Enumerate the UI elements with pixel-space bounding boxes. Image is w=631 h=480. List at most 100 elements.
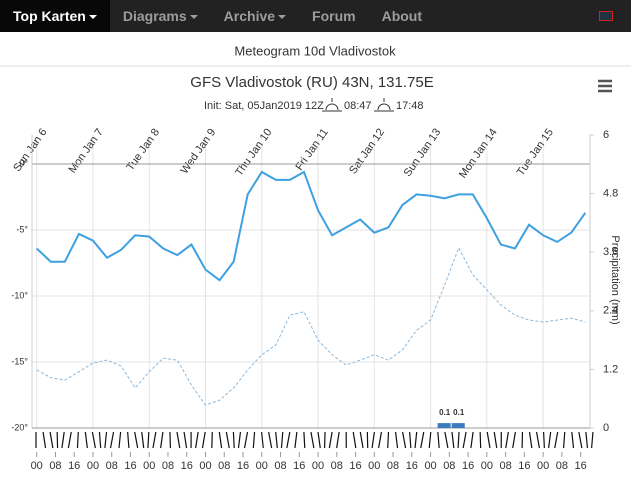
x-tick-label: 16: [574, 460, 586, 472]
day-label: Thu Jan 10: [233, 127, 274, 179]
wind-barb: [414, 431, 418, 449]
wind-barb: [252, 431, 256, 449]
nav-item[interactable]: About: [381, 8, 423, 24]
wind-barb: [61, 431, 65, 449]
x-tick-label: 08: [387, 460, 399, 472]
x-tick-label: 08: [499, 460, 511, 472]
y2-tick-label: 6: [603, 129, 609, 141]
wind-barb: [420, 431, 425, 449]
wind-barb: [505, 431, 509, 449]
x-tick-label: 00: [424, 460, 436, 472]
wind-barb: [67, 431, 72, 449]
wind-barb: [268, 431, 273, 449]
wind-barb: [310, 431, 315, 449]
wind-barb: [535, 431, 540, 449]
wind-barb: [578, 431, 583, 449]
x-tick-label: 00: [31, 460, 43, 472]
nav-item[interactable]: Diagrams: [110, 0, 211, 32]
wind-barb: [49, 431, 54, 449]
x-tick-label: 00: [199, 460, 211, 472]
data-label: 0.1: [453, 408, 465, 417]
y-tick-label: 0°: [19, 158, 28, 168]
x-tick-label: 00: [87, 460, 99, 472]
y2-tick-label: 1.2: [603, 363, 618, 375]
wind-barb: [218, 431, 223, 449]
wind-barb: [134, 431, 139, 449]
x-tick-label: 16: [349, 460, 361, 472]
wind-barb: [591, 431, 594, 449]
wind-barb: [444, 431, 449, 449]
page-title: Meteogram 10d Vladivostok: [234, 43, 396, 58]
x-tick-label: 16: [68, 460, 80, 472]
x-tick-label: 00: [537, 460, 549, 472]
chart-subtitle: Init: Sat, 05Jan2019 12Z: [204, 100, 324, 112]
y2-tick-label: 4.8: [603, 188, 618, 200]
wind-barb: [183, 431, 188, 449]
day-label: Tue Jan 8: [124, 127, 162, 174]
chart-title: GFS Vladivostok (RU) 43N, 131.75E: [190, 74, 433, 91]
wind-barb: [428, 431, 432, 449]
wind-barb: [377, 431, 383, 449]
day-label: Tue Jan 15: [515, 127, 556, 179]
wind-barb: [328, 431, 333, 449]
wind-barb: [160, 431, 164, 449]
nav-item[interactable]: Archive: [211, 0, 299, 32]
day-label: Mon Jan 7: [66, 127, 105, 176]
wind-barb: [243, 431, 249, 449]
wind-barb: [152, 431, 157, 449]
x-tick-label: 16: [124, 460, 136, 472]
wind-barb: [201, 431, 206, 449]
nav-item[interactable]: Forum: [312, 8, 356, 24]
wind-barb: [387, 431, 390, 449]
wind-barb: [294, 431, 298, 449]
wind-barb: [512, 431, 516, 449]
day-label: Sat Jan 12: [347, 127, 387, 177]
sunset-time: 17:48: [396, 100, 424, 112]
wind-barb: [359, 431, 364, 449]
wind-barb: [232, 431, 235, 449]
wind-barb: [554, 431, 559, 449]
menu-button[interactable]: [598, 79, 612, 93]
wind-barb: [275, 431, 278, 449]
x-tick-label: 08: [556, 460, 568, 472]
wind-barb: [109, 431, 115, 449]
language-flag[interactable]: [599, 11, 613, 21]
y-tick-label: -20°: [11, 422, 28, 432]
x-tick-label: 00: [481, 460, 493, 472]
wind-barb: [91, 431, 96, 449]
x-tick-label: 08: [443, 460, 455, 472]
x-tick-label: 08: [106, 460, 118, 472]
wind-barb: [548, 431, 552, 449]
wind-barb: [479, 431, 482, 449]
wind-barb: [493, 431, 498, 449]
wind-barb: [371, 431, 375, 449]
wind-barb: [225, 431, 230, 449]
x-tick-label: 16: [462, 460, 474, 472]
x-tick-label: 08: [331, 460, 343, 472]
wind-barb: [237, 431, 242, 449]
day-label: Sun Jan 13: [402, 127, 444, 179]
nav-item[interactable]: Top Karten: [0, 0, 110, 32]
wind-barb: [486, 431, 491, 449]
sunset-icon: [374, 98, 394, 112]
x-tick-label: 16: [293, 460, 305, 472]
wind-barb: [303, 431, 306, 449]
x-tick-label: 00: [368, 460, 380, 472]
wind-barb: [317, 431, 321, 449]
y-tick-label: -5°: [16, 224, 28, 234]
precip-bar: [451, 423, 465, 428]
x-tick-label: 08: [49, 460, 61, 472]
wind-barb: [261, 431, 264, 449]
x-tick-label: 08: [218, 460, 230, 472]
series-line: [36, 170, 587, 282]
x-tick-label: 16: [181, 460, 193, 472]
x-tick-label: 16: [518, 460, 530, 472]
day-label: Fri Jan 11: [293, 127, 330, 173]
y-tick-label: -15°: [11, 356, 28, 366]
wind-barb: [562, 431, 566, 449]
day-label: Wed Jan 9: [178, 127, 218, 177]
x-tick-label: 08: [274, 460, 286, 472]
wind-barb: [76, 431, 79, 449]
wind-barb: [457, 431, 460, 449]
